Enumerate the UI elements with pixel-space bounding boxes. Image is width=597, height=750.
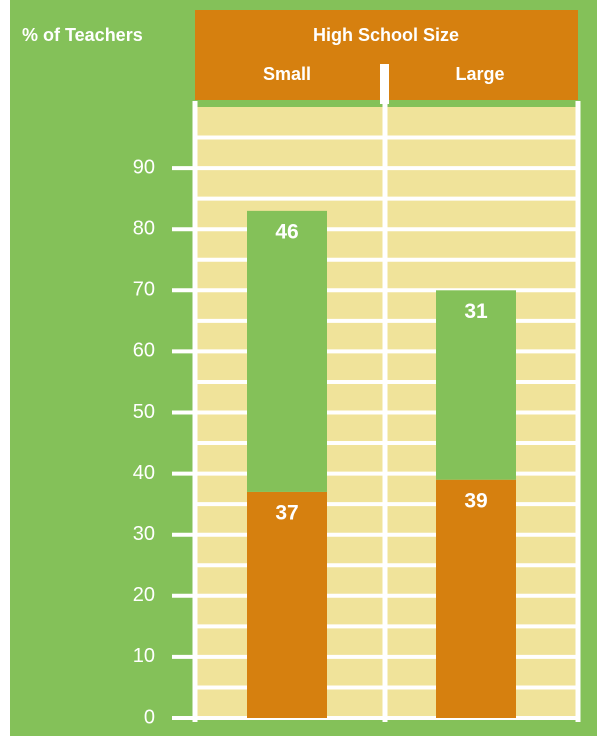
y-tick-label: 30 <box>133 523 155 545</box>
bar-segment <box>247 491 327 718</box>
value-label: 37 <box>275 501 298 524</box>
y-axis-label: % of Teachers <box>22 25 143 45</box>
header-divider <box>380 64 389 104</box>
bar-segment <box>436 479 516 718</box>
y-tick-label: 10 <box>133 645 155 667</box>
y-tick-label: 80 <box>133 217 155 239</box>
value-label: 46 <box>275 220 298 243</box>
bar-segment <box>436 290 516 480</box>
x-tick-label: Small <box>263 64 311 84</box>
value-label: 31 <box>464 300 488 323</box>
y-tick-label: 50 <box>133 401 155 423</box>
y-tick-label: 40 <box>133 462 155 484</box>
x-tick-label: Large <box>455 64 504 84</box>
y-tick-label: 90 <box>133 156 155 178</box>
y-tick-label: 60 <box>133 340 155 362</box>
y-tick-label: 20 <box>133 584 155 606</box>
value-label: 39 <box>464 489 487 512</box>
header-title: High School Size <box>313 25 459 45</box>
bar-segment <box>247 210 327 492</box>
y-tick-label: 70 <box>133 279 155 301</box>
y-tick-label: 0 <box>144 706 155 728</box>
